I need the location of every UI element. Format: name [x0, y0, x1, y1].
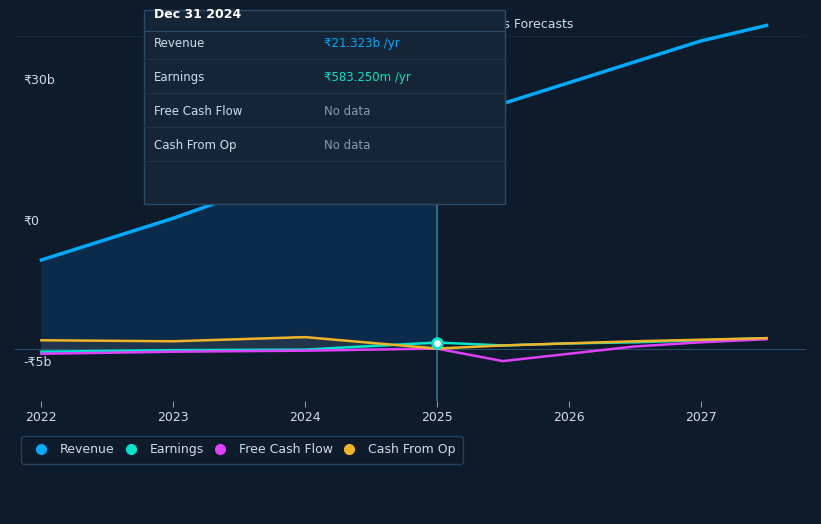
Text: ₹21.323b /yr: ₹21.323b /yr: [324, 37, 400, 50]
Text: Dec 31 2024: Dec 31 2024: [154, 8, 241, 21]
Text: ₹30b: ₹30b: [23, 74, 55, 87]
Text: ₹583.250m /yr: ₹583.250m /yr: [324, 71, 411, 84]
Text: Past: Past: [358, 18, 384, 30]
Text: -₹5b: -₹5b: [23, 356, 51, 368]
Text: No data: No data: [324, 139, 370, 152]
Text: ₹0: ₹0: [23, 215, 39, 228]
Text: Free Cash Flow: Free Cash Flow: [154, 105, 242, 118]
Text: Earnings: Earnings: [154, 71, 205, 84]
Text: Analysts Forecasts: Analysts Forecasts: [456, 18, 573, 30]
Legend: Revenue, Earnings, Free Cash Flow, Cash From Op: Revenue, Earnings, Free Cash Flow, Cash …: [21, 436, 463, 464]
Text: No data: No data: [324, 105, 370, 118]
Text: Revenue: Revenue: [154, 37, 205, 50]
Text: Cash From Op: Cash From Op: [154, 139, 236, 152]
